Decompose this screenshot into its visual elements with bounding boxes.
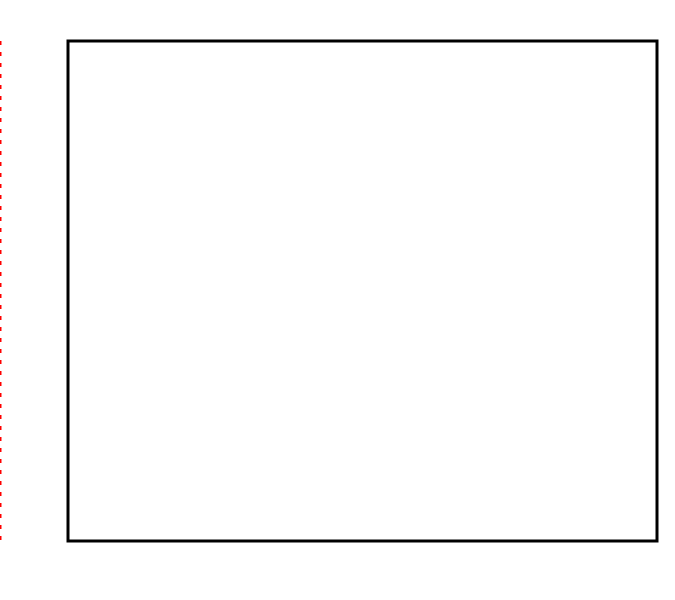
plot-frame — [66, 39, 659, 543]
